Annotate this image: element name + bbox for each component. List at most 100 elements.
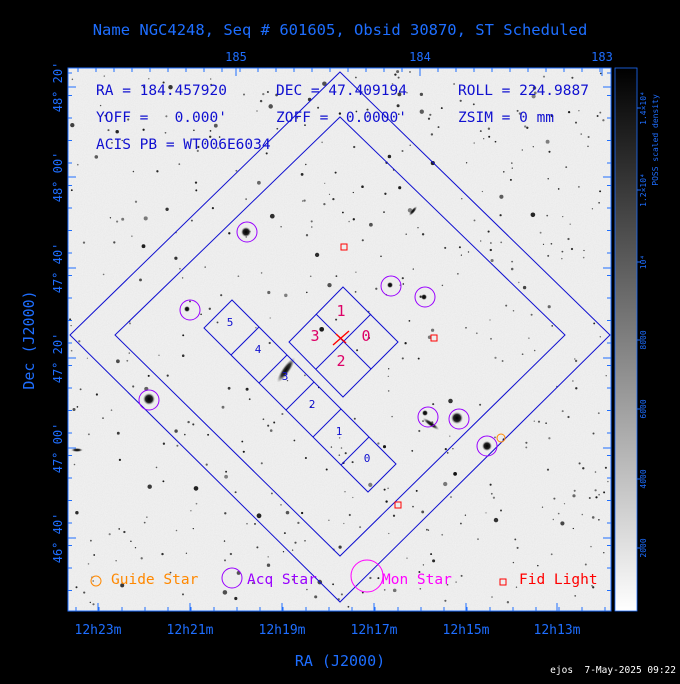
colorbar-tick-label: 8000 [639, 330, 648, 349]
field-star [141, 244, 146, 249]
field-star [570, 247, 574, 251]
bright-star [422, 410, 428, 416]
target-marker [332, 330, 350, 346]
field-star [524, 125, 527, 128]
field-star [292, 578, 295, 581]
field-star [355, 110, 358, 113]
field-star [222, 590, 228, 595]
field-star [143, 216, 148, 221]
footer-stamp: ejos 7-May-2025 09:22 [550, 665, 676, 676]
field-star [132, 170, 135, 173]
field-star [592, 432, 595, 435]
fid-light-marker [394, 501, 402, 509]
field-star [537, 564, 539, 567]
field-star [561, 410, 564, 413]
field-star [207, 433, 210, 436]
field-star [118, 458, 122, 462]
field-star [113, 241, 116, 244]
field-star [108, 533, 111, 536]
field-star [598, 518, 600, 521]
field-star [422, 564, 425, 566]
field-star [396, 70, 400, 74]
field-star [273, 421, 276, 424]
field-star [369, 222, 373, 227]
field-star [195, 189, 198, 192]
colorbar-tick-label: 6000 [639, 399, 648, 418]
field-star [592, 586, 595, 589]
field-star [107, 129, 110, 132]
field-star [353, 417, 356, 420]
x-tick-label: 12h15m [443, 623, 490, 638]
field-star [211, 207, 214, 210]
field-star [487, 230, 490, 233]
field-star [518, 112, 522, 115]
fid-light-marker [430, 334, 438, 342]
field-star [567, 415, 570, 419]
field-star [605, 375, 607, 377]
field-star [528, 337, 530, 339]
field-star [168, 84, 173, 90]
acq-star-marker [414, 286, 436, 308]
field-star [530, 313, 533, 316]
field-star [397, 76, 400, 79]
field-star [309, 405, 312, 408]
field-star [552, 518, 555, 521]
field-star [574, 358, 576, 360]
field-star [553, 497, 556, 500]
field-star [252, 582, 254, 584]
field-star [147, 484, 152, 489]
field-star [392, 588, 397, 593]
field-star [169, 571, 172, 574]
field-star [175, 529, 178, 532]
field-star [490, 258, 494, 263]
field-star [355, 271, 357, 273]
field-star [110, 409, 113, 411]
field-star [599, 190, 602, 193]
legend-acq-marker [221, 567, 243, 589]
field-star [458, 246, 461, 249]
field-star [328, 519, 330, 521]
field-star [383, 488, 386, 491]
field-star [591, 516, 595, 519]
field-star [598, 202, 600, 204]
field-star [182, 334, 185, 337]
field-star [412, 268, 414, 270]
field-star [220, 294, 223, 297]
field-star [182, 593, 184, 596]
field-star [599, 111, 602, 114]
field-star [459, 522, 462, 525]
field-star [69, 318, 72, 321]
axis-ticks [68, 68, 611, 611]
field-star [208, 307, 211, 310]
field-star [327, 282, 332, 288]
field-star [569, 223, 571, 225]
field-star [490, 242, 492, 244]
field-star [332, 197, 335, 201]
field-star [83, 591, 86, 594]
fov-outer [69, 71, 611, 603]
field-star [70, 324, 72, 327]
field-star [595, 496, 598, 499]
acis-i-chip-label: 3 [310, 327, 319, 345]
field-star [260, 272, 263, 274]
field-star [516, 546, 519, 549]
field-star [317, 106, 320, 109]
field-star [430, 133, 434, 136]
field-star [332, 583, 335, 586]
info-zsim: ZSIM = 0 mm [458, 110, 554, 126]
colorbar [614, 67, 638, 612]
field-star [73, 463, 76, 466]
field-star [422, 420, 424, 423]
field-star [561, 257, 563, 260]
colorbar-tick-label: 2000 [639, 538, 648, 557]
field-star [387, 375, 389, 378]
field-star [419, 109, 424, 114]
field-star [270, 492, 273, 495]
field-star [155, 466, 158, 469]
field-star [228, 232, 231, 235]
field-star [453, 472, 457, 476]
field-star [480, 240, 482, 242]
field-star [518, 281, 520, 284]
field-star [304, 124, 306, 126]
